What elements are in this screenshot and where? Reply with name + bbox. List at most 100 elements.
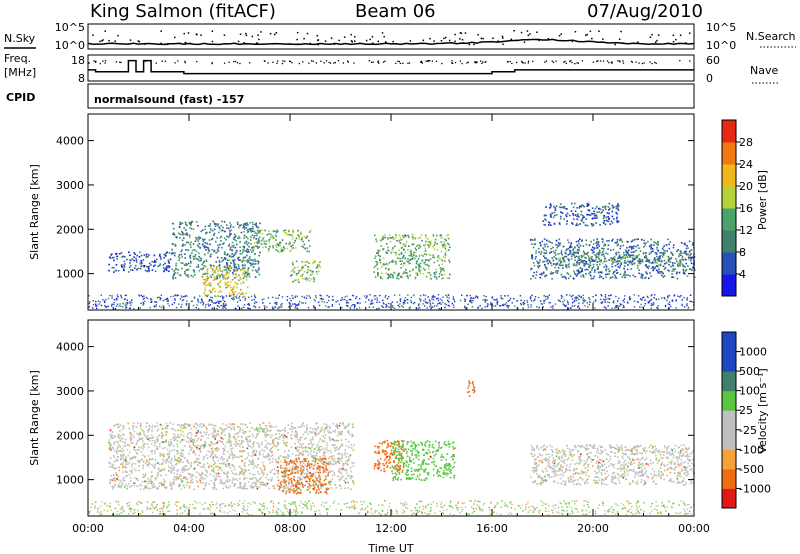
velocity-cell bbox=[155, 478, 157, 481]
power-cell bbox=[238, 274, 240, 277]
power-cell bbox=[243, 259, 245, 262]
velocity-cell bbox=[153, 439, 156, 442]
power-cell bbox=[581, 260, 583, 262]
velocity-cell bbox=[214, 454, 217, 456]
nsearch-dot bbox=[372, 42, 374, 44]
power-cell bbox=[243, 271, 246, 273]
power-cell bbox=[228, 255, 231, 258]
power-cell bbox=[583, 276, 585, 278]
power-ground-cell bbox=[427, 296, 429, 298]
velocity-cell bbox=[145, 480, 148, 483]
power-cell bbox=[202, 240, 205, 242]
velocity-cell bbox=[228, 432, 230, 435]
velocity-cell bbox=[190, 465, 192, 468]
power-ground-cell bbox=[126, 299, 129, 302]
power-ground-cell bbox=[412, 302, 415, 305]
velocity-cell bbox=[254, 453, 257, 455]
power-cell bbox=[216, 277, 219, 280]
power-ground-cell bbox=[375, 295, 377, 297]
power-cell bbox=[570, 246, 573, 248]
power-cell bbox=[682, 268, 685, 271]
power-cell bbox=[202, 262, 205, 264]
power-cell bbox=[685, 247, 688, 250]
power-ground-cell bbox=[582, 294, 584, 296]
power-cell bbox=[598, 249, 601, 252]
velocity-cell bbox=[147, 477, 149, 480]
power-cell bbox=[239, 240, 241, 243]
power-ground-cell bbox=[251, 299, 253, 301]
power-cell bbox=[293, 266, 296, 269]
power-cell bbox=[190, 246, 192, 248]
nave-dot bbox=[353, 62, 355, 64]
power-ground-cell bbox=[601, 295, 603, 297]
power-ground-cell bbox=[95, 307, 98, 310]
nave-dot bbox=[482, 61, 484, 63]
power-cell bbox=[297, 233, 299, 236]
power-cell bbox=[652, 268, 655, 270]
power-cell bbox=[218, 231, 220, 234]
power-cell bbox=[420, 254, 423, 256]
nave-dot bbox=[277, 60, 279, 62]
power-cell bbox=[694, 276, 696, 278]
power-ground-cell bbox=[511, 302, 513, 304]
nave-dot bbox=[334, 61, 336, 64]
power-cell bbox=[625, 262, 627, 264]
velocity-cell bbox=[170, 488, 173, 490]
power-cell bbox=[233, 238, 235, 240]
power-cell bbox=[396, 277, 398, 280]
power-cell bbox=[254, 258, 256, 261]
power-cell bbox=[640, 273, 643, 276]
power-ground-cell bbox=[224, 305, 226, 307]
power-cell bbox=[561, 276, 564, 278]
power-cell bbox=[414, 257, 416, 260]
velocity-cell bbox=[266, 429, 269, 432]
power-cell bbox=[542, 247, 545, 249]
power-cell bbox=[612, 260, 614, 263]
power-cell bbox=[590, 275, 592, 277]
power-cell bbox=[596, 253, 598, 255]
power-cell bbox=[203, 245, 205, 248]
nsearch-dot bbox=[459, 32, 462, 34]
power-ground-cell bbox=[346, 302, 348, 304]
power-ground-cell bbox=[113, 302, 115, 304]
power-cell bbox=[589, 274, 592, 276]
power-ground-cell bbox=[345, 300, 348, 302]
nave-dot bbox=[516, 61, 518, 64]
velocity-cell bbox=[213, 430, 215, 433]
power-ground-cell bbox=[419, 300, 422, 302]
power-cell bbox=[551, 273, 553, 275]
velocity-cell bbox=[353, 462, 355, 464]
velocity-cell bbox=[127, 463, 129, 466]
power-cell bbox=[568, 241, 570, 244]
velocity-cell bbox=[255, 450, 258, 452]
velocity-cell bbox=[339, 478, 342, 481]
power-ground-cell bbox=[154, 301, 156, 303]
power-cell bbox=[180, 262, 182, 264]
velocity-cell bbox=[159, 445, 161, 448]
velocity-cell bbox=[268, 422, 271, 424]
power-cell bbox=[601, 210, 604, 213]
power-cell bbox=[611, 276, 614, 278]
nsearch-dot bbox=[138, 40, 141, 43]
nave-dot bbox=[524, 62, 526, 64]
velocity-cell bbox=[265, 425, 267, 427]
power-cell bbox=[190, 222, 192, 225]
power-cell bbox=[406, 272, 409, 275]
power-cell bbox=[315, 267, 318, 269]
power-ground-cell bbox=[567, 301, 569, 304]
velocity-cell bbox=[176, 452, 179, 455]
power-ground-cell bbox=[281, 303, 283, 305]
power-ground-cell bbox=[332, 295, 334, 298]
power-cell bbox=[534, 238, 536, 240]
velocity-cell bbox=[130, 465, 133, 468]
power-cell bbox=[232, 272, 234, 274]
power-cell bbox=[578, 259, 581, 261]
power-ground-cell bbox=[309, 297, 311, 299]
power-cell bbox=[170, 253, 173, 255]
power-cell bbox=[598, 208, 600, 210]
velocity-cell bbox=[121, 441, 124, 443]
power-ground-cell bbox=[95, 304, 97, 306]
power-cell bbox=[553, 205, 555, 208]
velocity-cell bbox=[253, 429, 256, 431]
power-cell bbox=[606, 273, 608, 276]
